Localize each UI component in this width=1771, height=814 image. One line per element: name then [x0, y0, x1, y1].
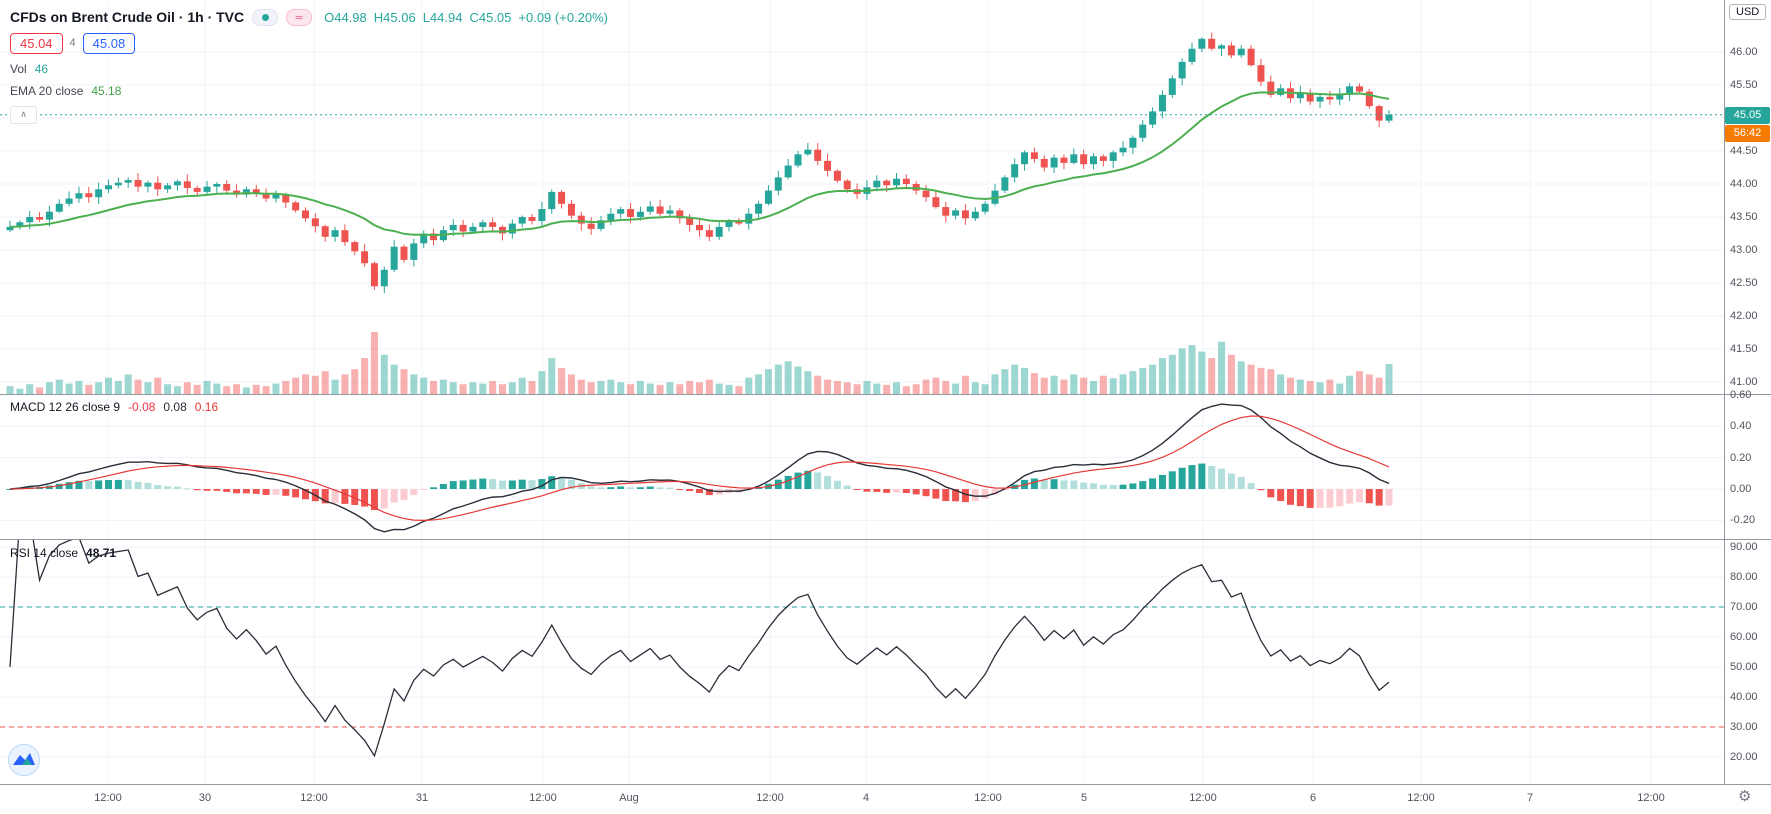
macd-signal-value: 0.16: [194, 400, 219, 414]
ohlc-values: O44.98 H45.06 L44.94 C45.05 +0.09 (+0.20…: [324, 10, 608, 25]
time-axis-tick: 7: [1526, 792, 1534, 804]
time-axis-tick: 6: [1309, 792, 1317, 804]
price-axis-tick: 43.50: [1730, 211, 1758, 223]
macd-axis-tick: 0.00: [1730, 483, 1752, 495]
collapse-panel-button[interactable]: ∧: [10, 106, 37, 124]
time-axis-tick: 12:00: [1407, 792, 1435, 804]
macd-axis-tick: 0.40: [1730, 420, 1752, 433]
macd-histogram: [6, 463, 1393, 511]
volume-value: 46: [34, 61, 49, 76]
symbol-title[interactable]: CFDs on Brent Crude Oil · 1h · TVC: [10, 9, 245, 25]
macd-line-value: 0.08: [163, 400, 187, 414]
macd-label: MACD 12 26 close 9: [10, 400, 121, 414]
rsi-axis-tick: 50.00: [1730, 661, 1758, 673]
chevron-up-icon: ∧: [20, 110, 27, 120]
macd-signal-line: [9, 415, 1390, 521]
rsi-label: RSI 14 close: [10, 546, 79, 560]
change-value: +0.09 (+0.20%): [518, 9, 609, 25]
macd-axis-tick: 0.60: [1730, 388, 1752, 401]
macd-axis-tick: -0.20: [1730, 514, 1756, 527]
close-value: C45.05: [469, 9, 512, 25]
ema-label: EMA 20 close: [10, 83, 84, 98]
time-axis-tick: 12:00: [756, 792, 784, 804]
currency-button[interactable]: USD: [1729, 4, 1767, 20]
time-axis-tick: 31: [415, 792, 429, 804]
rsi-indicator-label[interactable]: RSI 14 close 48.71: [10, 546, 116, 560]
rsi-value: 48.71: [86, 546, 117, 560]
price-axis-tick: 46.00: [1730, 46, 1758, 58]
time-axis-tick: 12:00: [1637, 792, 1665, 804]
rsi-axis-tick: 60.00: [1730, 631, 1758, 643]
bar-countdown-badge: 56:42: [1725, 124, 1770, 142]
rsi-axis-tick: 40.00: [1730, 691, 1758, 703]
market-status-icon: [252, 8, 279, 26]
realtime-dot-icon: [261, 13, 269, 21]
price-axis-tick: 44.00: [1730, 178, 1758, 190]
price-axis-tick: 43.00: [1730, 244, 1758, 256]
time-axis-tick: 12:00: [300, 792, 328, 804]
current-price-badge: 45.05: [1725, 106, 1770, 124]
rsi-axis-tick: 90.00: [1730, 541, 1758, 553]
time-axis-tick: Aug: [619, 792, 639, 804]
price-axis-tick: 42.00: [1730, 310, 1758, 322]
low-value: L44.94: [422, 9, 463, 25]
gear-icon[interactable]: ⚙: [1738, 787, 1752, 805]
time-axis-tick: 12:00: [1189, 792, 1217, 804]
volume-indicator-label[interactable]: Vol 46: [10, 61, 608, 76]
rsi-axis-tick: 80.00: [1730, 571, 1758, 583]
delayed-data-icon: ≈: [286, 8, 313, 26]
ask-price-button[interactable]: 45.08: [82, 32, 136, 54]
rsi-axis-tick: 70.00: [1730, 601, 1758, 613]
macd-line: [9, 403, 1390, 533]
macd-indicator-label[interactable]: MACD 12 26 close 9 -0.08 0.08 0.16: [10, 400, 218, 414]
tradingview-logo[interactable]: [8, 744, 40, 776]
price-axis-tick: 44.50: [1730, 145, 1758, 157]
grid-lines: [0, 0, 1724, 784]
open-value: O44.98: [324, 9, 367, 25]
tradingview-logo-icon: [8, 744, 40, 776]
pane-divider-macd[interactable]: [0, 394, 1771, 395]
time-axis-tick: 12:00: [974, 792, 1002, 804]
time-axis[interactable]: [0, 784, 1771, 814]
price-axis-tick: 42.50: [1730, 277, 1758, 289]
bid-price-button[interactable]: 45.04: [10, 32, 63, 54]
rsi-axis-tick: 30.00: [1730, 721, 1758, 733]
time-axis-tick: 12:00: [529, 792, 557, 804]
ema-indicator-label[interactable]: EMA 20 close 45.18: [10, 83, 608, 98]
price-axis-tick: 45.50: [1730, 79, 1758, 91]
ema-value: 45.18: [91, 83, 122, 98]
price-axis-tick: 41.00: [1730, 376, 1758, 388]
time-axis-tick: 5: [1080, 792, 1088, 804]
macd-hist-value: -0.08: [128, 400, 156, 414]
volume-series: [6, 332, 1393, 394]
price-axis-tick: 41.50: [1730, 343, 1758, 355]
pane-divider-rsi[interactable]: [0, 539, 1771, 540]
high-value: H45.06: [373, 9, 416, 25]
volume-label: Vol: [10, 61, 27, 76]
time-axis-tick: 12:00: [94, 792, 122, 804]
time-axis-tick: 4: [862, 792, 870, 804]
rsi-axis-tick: 20.00: [1730, 751, 1758, 763]
time-axis-tick: 30: [198, 792, 212, 804]
rsi-line: [9, 540, 1390, 758]
spread-value: 4: [69, 37, 76, 49]
macd-axis-tick: 0.20: [1730, 451, 1752, 464]
ema-line: [9, 91, 1390, 237]
chart-legend: CFDs on Brent Crude Oil · 1h · TVC ≈ O44…: [10, 7, 608, 124]
